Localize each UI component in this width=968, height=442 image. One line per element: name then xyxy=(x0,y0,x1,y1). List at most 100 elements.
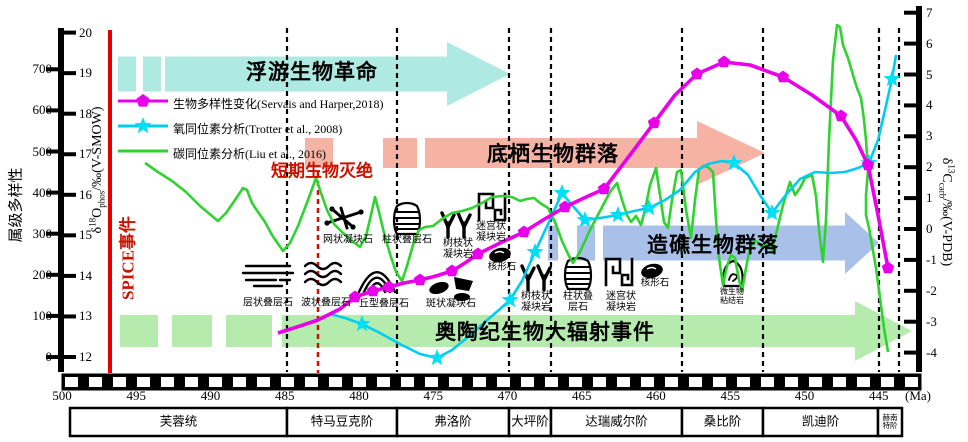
time-scale-bar-segment xyxy=(761,377,774,387)
plankton-revolution-arrow-label: 浮游生物革命 xyxy=(246,60,378,84)
time-scale-bar-segment xyxy=(257,377,270,387)
icon-label: 柱状叠层石 xyxy=(382,234,432,246)
reef-arrow xyxy=(603,212,879,274)
icon-label: 层状叠层石 xyxy=(243,297,293,309)
icon-label: 核形石 xyxy=(487,262,517,273)
d13c-axis-tick-label: 6 xyxy=(926,35,933,51)
genus-axis-tick-label: 600 xyxy=(32,102,53,118)
radiation-arrow xyxy=(282,301,912,361)
icon-label: 波状叠层石 xyxy=(301,297,351,309)
diversity-data-pentagon xyxy=(413,273,427,286)
icon-network xyxy=(324,206,364,230)
time-scale-bar-segment xyxy=(161,377,174,387)
d18o-axis-tick-label: 20 xyxy=(79,24,92,40)
x-axis-tick-label: 455 xyxy=(720,388,741,403)
benthic-arrow-dash xyxy=(305,138,333,168)
x-axis-tick-label: 495 xyxy=(126,388,147,403)
stage-name: 芙蓉统 xyxy=(159,414,198,429)
diversity-data-pentagon xyxy=(558,200,572,213)
genus-axis-tick-label: 400 xyxy=(32,184,53,200)
time-scale-bar xyxy=(61,373,922,391)
time-scale-bar-segment xyxy=(401,377,414,387)
oxygen-data-star xyxy=(501,291,519,308)
icon-barrel xyxy=(563,256,593,291)
icon-wavy xyxy=(303,261,343,287)
diversity-data-pentagon xyxy=(517,225,531,238)
diversity-data-pentagon xyxy=(366,284,380,297)
icon-microbial xyxy=(722,259,744,288)
stage-name: 桑比阶 xyxy=(703,414,742,429)
time-scale-bar-segment xyxy=(281,377,294,387)
carbon-isotope-axis-title: δ13Ccarb/‰(V-PDB) xyxy=(937,157,957,267)
x-axis-tick-label: 445 xyxy=(869,388,889,403)
stage-cell xyxy=(285,406,399,438)
d18o-axis-tick-label: 13 xyxy=(79,308,92,324)
diversity-data-pentagon xyxy=(690,67,704,80)
time-scale-bar-segment xyxy=(305,377,318,387)
ma-unit-label: (Ma) xyxy=(905,388,931,403)
oxygen-data-star xyxy=(526,243,544,260)
genus-axis-tick-label: 200 xyxy=(32,266,53,282)
icon-maze xyxy=(477,192,507,222)
time-scale-bar-segment xyxy=(353,377,366,387)
diversity-data-pentagon xyxy=(647,116,661,129)
x-axis-tick-label: 475 xyxy=(423,388,444,403)
oxygen-isotope-curve xyxy=(329,54,898,360)
time-scale-bar-segment xyxy=(233,377,246,387)
legend-label: 氧同位素分析(Trotter et al., 2008) xyxy=(173,121,343,136)
genus-axis-tick-label: 700 xyxy=(32,61,53,77)
icon-label: 迷宫状 凝块岩 xyxy=(476,220,506,243)
icon-label: 树枝状 凝块岩 xyxy=(521,290,551,313)
time-scale-bar-segment xyxy=(881,377,894,387)
x-axis-tick-label: 450 xyxy=(794,388,815,403)
stage-name: 凯迪阶 xyxy=(801,414,840,429)
oxygen-data-star xyxy=(725,154,743,171)
legend-item-diversity: 生物多样性变化(Servais and Harper,2018) xyxy=(118,93,384,111)
icon-oncoid xyxy=(489,247,511,263)
d18o-axis-tick-label: 17 xyxy=(79,146,92,162)
oxygen-data-star xyxy=(763,204,781,221)
diversity-data-pentagon xyxy=(597,182,611,195)
time-scale-bar-segment xyxy=(209,377,222,387)
spice-event-label: SPICE事件 xyxy=(118,215,138,301)
left-axis-bar xyxy=(58,28,64,372)
diversity-data-pentagon xyxy=(881,261,895,274)
time-scale-bar-segment xyxy=(713,377,726,387)
time-scale-bar-segment xyxy=(425,377,438,387)
time-scale-bar-segment xyxy=(857,377,870,387)
d18o-axis-tick-label: 15 xyxy=(79,227,92,243)
time-scale-bar-segment xyxy=(593,377,606,387)
d13c-axis-tick-label: 7 xyxy=(926,4,933,20)
d13c-axis-tick-label: -1 xyxy=(926,251,937,267)
genus-axis-tick-label: 300 xyxy=(32,225,53,241)
time-scale-bar-segment xyxy=(785,377,798,387)
carbon-line-swatch xyxy=(118,142,168,165)
time-scale-bar-segment xyxy=(545,377,558,387)
time-scale-bar-segment xyxy=(449,377,462,387)
reef-arrow-dash xyxy=(548,225,558,261)
legend-label: 生物多样性变化(Servais and Harper,2018) xyxy=(173,96,384,111)
carbon-isotope-curve xyxy=(144,23,890,353)
legend-item-oxygen: 氧同位素分析(Trotter et al., 2008) xyxy=(118,116,343,136)
oxygen-line-swatch xyxy=(118,116,168,140)
d13c-axis-tick-label: -3 xyxy=(926,313,937,329)
time-scale-bar-segment xyxy=(665,377,678,387)
x-axis-tick-label: 500 xyxy=(52,388,72,403)
time-scale-bar-segment xyxy=(689,377,702,387)
stage-cell xyxy=(876,406,904,438)
time-scale-bar-segment xyxy=(737,377,750,387)
time-scale-bar-segment xyxy=(377,377,390,387)
radiation-arrow-dash xyxy=(172,315,212,347)
x-axis-tick-label: 465 xyxy=(572,388,592,403)
plankton-arrow-dash xyxy=(118,56,136,92)
stage-name: 达瑞威尔阶 xyxy=(585,414,648,429)
x-axis-tick-label: 470 xyxy=(497,388,518,403)
icon-label: 迷宫状 凝块岩 xyxy=(606,290,636,313)
oxygen-isotope-axis-title: δ18Ophos/‰(V-SMOW) xyxy=(87,106,107,234)
reef-community-arrow-label: 造礁生物群落 xyxy=(647,233,779,257)
radiation-arrow-dash xyxy=(120,315,158,347)
time-scale-bar-segment xyxy=(497,377,510,387)
icon-patches xyxy=(429,277,473,301)
d18o-axis-tick-label: 12 xyxy=(79,349,92,364)
